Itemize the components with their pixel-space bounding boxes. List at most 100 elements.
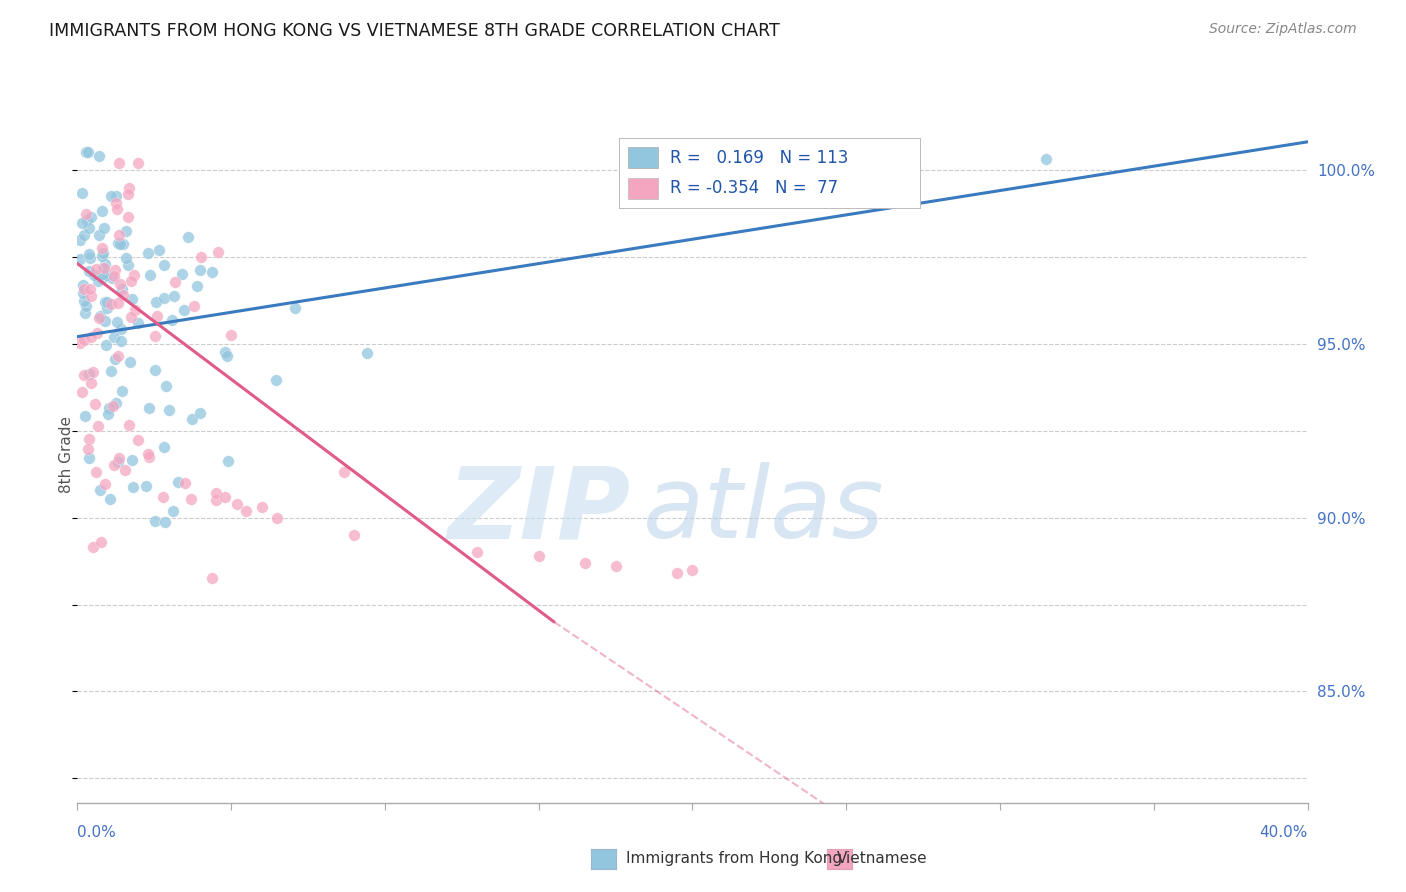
Point bbox=[72, 285, 94, 300]
Point bbox=[217, 454, 239, 468]
Text: R = -0.354   N =  77: R = -0.354 N = 77 bbox=[669, 179, 838, 197]
Point bbox=[80, 376, 103, 391]
Text: atlas: atlas bbox=[644, 462, 884, 559]
Point bbox=[108, 236, 131, 251]
Point bbox=[107, 236, 129, 251]
Point bbox=[77, 145, 100, 160]
Point bbox=[86, 326, 108, 340]
Point bbox=[148, 243, 170, 257]
Point bbox=[226, 497, 249, 511]
Point bbox=[79, 252, 101, 266]
Point bbox=[89, 483, 111, 498]
Point bbox=[70, 384, 93, 399]
Point bbox=[94, 257, 117, 271]
Point bbox=[574, 556, 596, 570]
Point bbox=[73, 227, 96, 242]
Point bbox=[75, 299, 97, 313]
Point bbox=[108, 451, 131, 466]
Point bbox=[104, 263, 127, 277]
Point bbox=[69, 336, 91, 351]
Point bbox=[94, 314, 117, 328]
Point bbox=[80, 210, 103, 224]
Point bbox=[266, 510, 288, 524]
Point bbox=[100, 189, 122, 203]
Point bbox=[135, 478, 157, 492]
Point bbox=[103, 269, 125, 284]
Bar bbox=[627, 178, 658, 199]
Point bbox=[107, 295, 129, 310]
Point bbox=[76, 213, 98, 227]
Point bbox=[93, 220, 115, 235]
Text: 0.0%: 0.0% bbox=[77, 825, 117, 840]
Point bbox=[235, 503, 257, 517]
Point bbox=[72, 334, 94, 348]
Point bbox=[121, 453, 143, 467]
Point bbox=[153, 291, 176, 305]
Point bbox=[153, 515, 176, 529]
Point bbox=[87, 228, 110, 243]
Point bbox=[215, 349, 238, 363]
Point bbox=[190, 250, 212, 264]
Point bbox=[155, 379, 177, 393]
Text: IMMIGRANTS FROM HONG KONG VS VIETNAMESE 8TH GRADE CORRELATION CHART: IMMIGRANTS FROM HONG KONG VS VIETNAMESE … bbox=[49, 22, 780, 40]
Point bbox=[173, 303, 195, 318]
Point bbox=[214, 345, 236, 359]
Point bbox=[108, 277, 131, 292]
Point bbox=[682, 563, 704, 577]
Point bbox=[89, 309, 111, 323]
Point bbox=[666, 566, 689, 581]
Point bbox=[121, 292, 143, 306]
Point bbox=[93, 260, 115, 275]
Point bbox=[201, 265, 224, 279]
Bar bbox=[627, 147, 658, 169]
Point bbox=[77, 246, 100, 260]
Point bbox=[356, 345, 378, 359]
Point bbox=[152, 258, 174, 272]
Point bbox=[181, 411, 204, 425]
Point bbox=[101, 271, 124, 285]
Point bbox=[122, 268, 145, 283]
Point bbox=[118, 354, 141, 368]
Point bbox=[118, 181, 141, 195]
Point bbox=[94, 295, 117, 310]
Point bbox=[105, 202, 128, 217]
Point bbox=[111, 282, 134, 296]
Point bbox=[79, 282, 101, 296]
Point bbox=[138, 401, 160, 415]
Point bbox=[83, 268, 105, 282]
Point bbox=[108, 155, 131, 169]
Point bbox=[117, 186, 139, 201]
Point bbox=[117, 210, 139, 224]
Point bbox=[163, 288, 186, 302]
Point bbox=[170, 267, 193, 281]
Point bbox=[77, 432, 100, 446]
Point bbox=[107, 455, 129, 469]
Point bbox=[117, 259, 139, 273]
Text: Vietnamese: Vietnamese bbox=[837, 851, 927, 865]
Point bbox=[162, 504, 184, 518]
Point bbox=[90, 535, 112, 549]
Point bbox=[86, 275, 108, 289]
Point bbox=[183, 298, 205, 312]
Point bbox=[84, 465, 107, 479]
Point bbox=[101, 399, 124, 413]
Point bbox=[103, 330, 125, 344]
Point bbox=[100, 364, 122, 378]
Point bbox=[167, 475, 190, 490]
Point bbox=[145, 295, 167, 310]
Point bbox=[160, 313, 183, 327]
Point bbox=[114, 463, 136, 477]
Point bbox=[93, 261, 115, 276]
Point bbox=[188, 262, 211, 277]
Text: Immigrants from Hong Kong: Immigrants from Hong Kong bbox=[626, 851, 842, 865]
Point bbox=[124, 302, 146, 317]
Point bbox=[73, 409, 96, 424]
Point bbox=[112, 237, 135, 252]
Point bbox=[188, 406, 211, 420]
Point bbox=[605, 559, 627, 574]
Point bbox=[89, 310, 111, 325]
Point bbox=[111, 384, 134, 398]
Text: R =   0.169   N = 113: R = 0.169 N = 113 bbox=[669, 149, 848, 167]
Point bbox=[96, 295, 118, 310]
Point bbox=[127, 316, 149, 330]
